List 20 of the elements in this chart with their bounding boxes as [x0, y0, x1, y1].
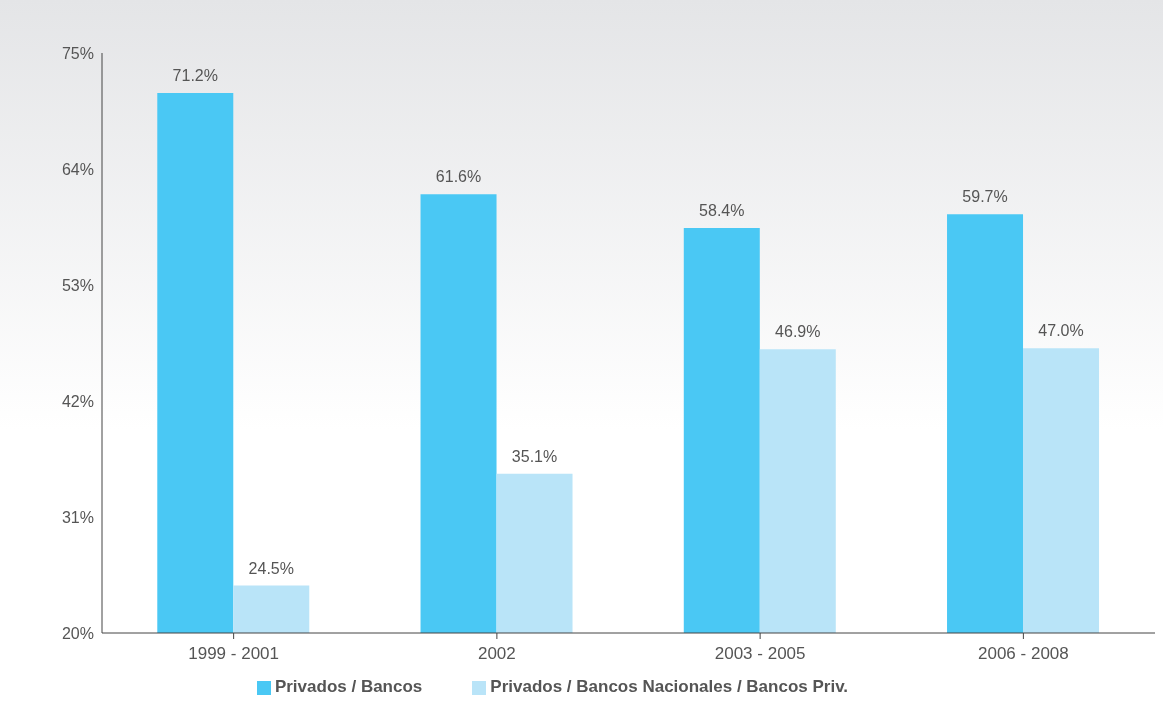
legend-label: Privados / Bancos: [274, 677, 423, 696]
data-label: 61.6%: [435, 168, 482, 186]
y-tick-label: 20%: [61, 624, 94, 642]
y-tick-label: 53%: [61, 276, 94, 294]
data-label: 35.1%: [511, 447, 558, 465]
y-tick-label: 64%: [61, 160, 94, 178]
data-label: 24.5%: [248, 559, 294, 577]
data-label: 46.9%: [775, 323, 821, 341]
x-tick-label: 2002: [477, 644, 516, 664]
legend-label: Privados / Bancos Nacionales / Bancos Priv.: [490, 677, 849, 696]
data-label: 71.2%: [172, 67, 218, 85]
y-tick-label: 42%: [61, 392, 94, 410]
x-tick-label: 2006 - 2008: [978, 644, 1069, 664]
data-label: 47.0%: [1038, 322, 1084, 340]
x-tick-label: 2003 - 2005: [714, 644, 806, 664]
data-label: 58.4%: [699, 202, 745, 220]
data-label: 59.7%: [962, 188, 1008, 206]
y-tick-label: 31%: [61, 508, 94, 526]
y-tick-label: 75%: [61, 44, 94, 62]
x-tick-label: 1999 - 2001: [188, 644, 279, 664]
